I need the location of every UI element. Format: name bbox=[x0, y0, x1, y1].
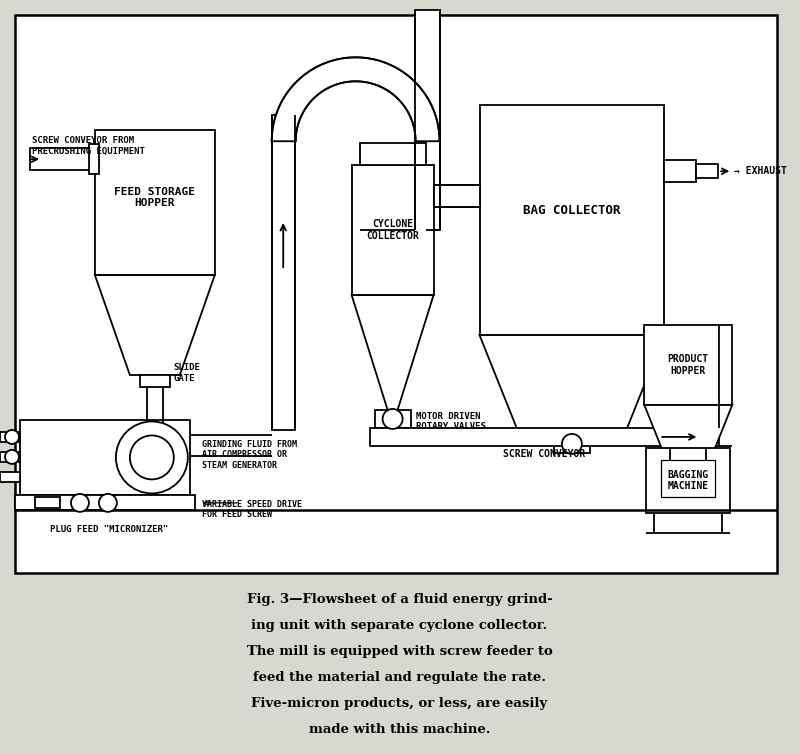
Text: CYCLONE
COLLECTOR: CYCLONE COLLECTOR bbox=[366, 219, 419, 241]
Text: GRINDING FLUID FROM
AIR COMPRESSOR OR
STEAM GENERATOR: GRINDING FLUID FROM AIR COMPRESSOR OR ST… bbox=[202, 440, 297, 470]
Circle shape bbox=[562, 434, 582, 454]
Circle shape bbox=[71, 494, 89, 512]
Bar bbox=[35, 497, 60, 508]
Bar bbox=[646, 448, 730, 513]
Text: SCREW CONVEYOR FROM
PRECRUSHING EQUIPMENT: SCREW CONVEYOR FROM PRECRUSHING EQUIPMEN… bbox=[32, 136, 145, 155]
Circle shape bbox=[5, 450, 19, 464]
Text: PLUG FEED "MICRONIZER": PLUG FEED "MICRONIZER" bbox=[50, 526, 168, 535]
Circle shape bbox=[99, 494, 117, 512]
Text: VARIABLE SPEED DRIVE
FOR FEED SCREW: VARIABLE SPEED DRIVE FOR FEED SCREW bbox=[202, 500, 302, 520]
Bar bbox=[95, 130, 214, 275]
Polygon shape bbox=[414, 11, 439, 230]
Polygon shape bbox=[95, 275, 214, 375]
Bar bbox=[662, 460, 715, 497]
Bar bbox=[374, 410, 410, 428]
Bar bbox=[664, 160, 696, 182]
Text: → EXHAUST: → EXHAUST bbox=[734, 166, 787, 176]
Bar bbox=[352, 165, 434, 295]
Text: feed the material and regulate the rate.: feed the material and regulate the rate. bbox=[253, 671, 546, 684]
Text: made with this machine.: made with this machine. bbox=[309, 722, 490, 736]
Bar bbox=[0, 432, 20, 442]
Text: ing unit with separate cyclone collector.: ing unit with separate cyclone collector… bbox=[251, 619, 548, 632]
Bar bbox=[370, 428, 719, 446]
Bar bbox=[140, 375, 170, 387]
Text: The mill is equipped with screw feeder to: The mill is equipped with screw feeder t… bbox=[246, 645, 553, 657]
Circle shape bbox=[116, 421, 188, 493]
Text: FEED STORAGE
HOPPER: FEED STORAGE HOPPER bbox=[114, 187, 195, 209]
Text: MOTOR DRIVEN
ROTARY VALVES: MOTOR DRIVEN ROTARY VALVES bbox=[415, 412, 486, 431]
Circle shape bbox=[382, 409, 402, 429]
Bar bbox=[15, 495, 194, 510]
Bar bbox=[696, 164, 718, 178]
Bar bbox=[0, 452, 20, 462]
Bar bbox=[554, 435, 590, 453]
Polygon shape bbox=[644, 405, 732, 460]
Polygon shape bbox=[272, 57, 439, 141]
Bar bbox=[479, 106, 664, 335]
Bar bbox=[15, 15, 777, 573]
Polygon shape bbox=[352, 295, 434, 410]
Text: SCREW CONVEYOR: SCREW CONVEYOR bbox=[503, 449, 586, 459]
Bar bbox=[30, 149, 95, 170]
Polygon shape bbox=[272, 115, 294, 430]
Text: PRODUCT
HOPPER: PRODUCT HOPPER bbox=[668, 354, 709, 375]
Circle shape bbox=[130, 436, 174, 480]
Polygon shape bbox=[434, 185, 479, 207]
Text: SLIDE
GATE: SLIDE GATE bbox=[174, 363, 201, 383]
Bar bbox=[644, 325, 732, 405]
Circle shape bbox=[5, 430, 19, 444]
Text: BAGGING
MACHINE: BAGGING MACHINE bbox=[668, 470, 709, 491]
Text: Five-micron products, or less, are easily: Five-micron products, or less, are easil… bbox=[251, 697, 548, 710]
Bar bbox=[89, 144, 99, 174]
Bar bbox=[360, 143, 426, 165]
Text: Fig. 3—Flowsheet of a fluid energy grind-: Fig. 3—Flowsheet of a fluid energy grind… bbox=[246, 593, 553, 605]
Text: BAG COLLECTOR: BAG COLLECTOR bbox=[523, 204, 621, 216]
Polygon shape bbox=[479, 335, 664, 435]
Bar bbox=[0, 472, 20, 482]
Bar bbox=[20, 420, 190, 495]
